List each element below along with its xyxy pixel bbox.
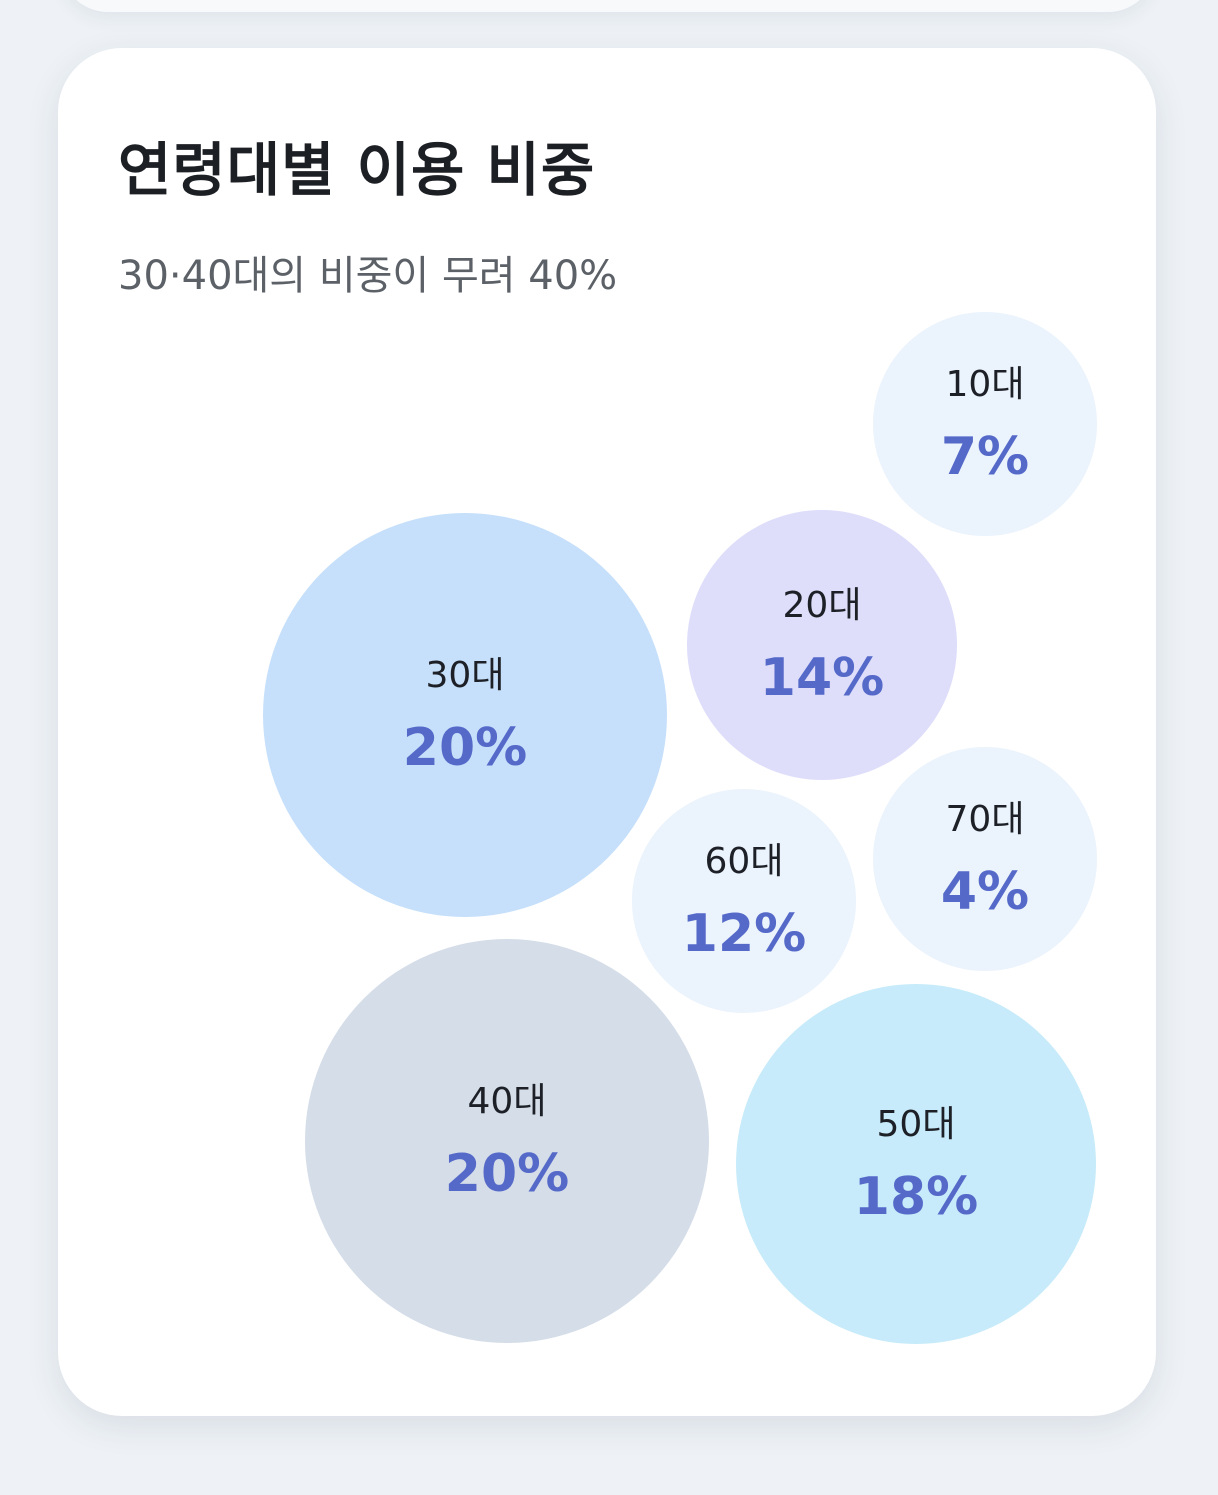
bubble-circle-50s <box>736 984 1096 1344</box>
bubble-circle-60s <box>632 789 856 1013</box>
bubble-age-label: 30대 <box>426 655 505 696</box>
previous-card-edge <box>60 0 1156 12</box>
bubble-share-value: 20% <box>445 1144 569 1204</box>
bubble-share-value: 18% <box>854 1167 978 1227</box>
bubble-70s: 70대 4% <box>873 747 1097 971</box>
bubble-share-value: 20% <box>403 718 527 778</box>
bubble-60s: 60대 12% <box>632 789 856 1013</box>
bubble-circle-20s <box>687 510 957 780</box>
bubble-share-value: 7% <box>941 427 1029 487</box>
bubble-circle-30s <box>263 513 667 917</box>
bubble-circle-10s <box>873 312 1097 536</box>
bubble-40s: 40대 20% <box>305 939 709 1343</box>
bubble-10s: 10대 7% <box>873 312 1097 536</box>
bubble-20s: 20대 14% <box>687 510 957 780</box>
bubble-age-label: 50대 <box>877 1104 956 1145</box>
bubble-age-label: 20대 <box>783 585 862 626</box>
bubble-share-value: 14% <box>760 648 884 708</box>
bubble-30s: 30대 20% <box>263 513 667 917</box>
bubble-age-label: 70대 <box>946 799 1025 840</box>
bubble-50s: 50대 18% <box>736 984 1096 1344</box>
card-subtitle: 30·40대의 비중이 무려 40% <box>118 253 618 299</box>
bubble-circle-70s <box>873 747 1097 971</box>
bubble-age-label: 60대 <box>705 841 784 882</box>
bubble-age-label: 40대 <box>468 1081 547 1122</box>
card-title: 연령대별 이용 비중 <box>118 136 596 204</box>
bubble-circle-40s <box>305 939 709 1343</box>
bubble-share-value: 4% <box>941 862 1029 922</box>
bubble-age-label: 10대 <box>946 364 1025 405</box>
bubble-share-value: 12% <box>682 904 806 964</box>
